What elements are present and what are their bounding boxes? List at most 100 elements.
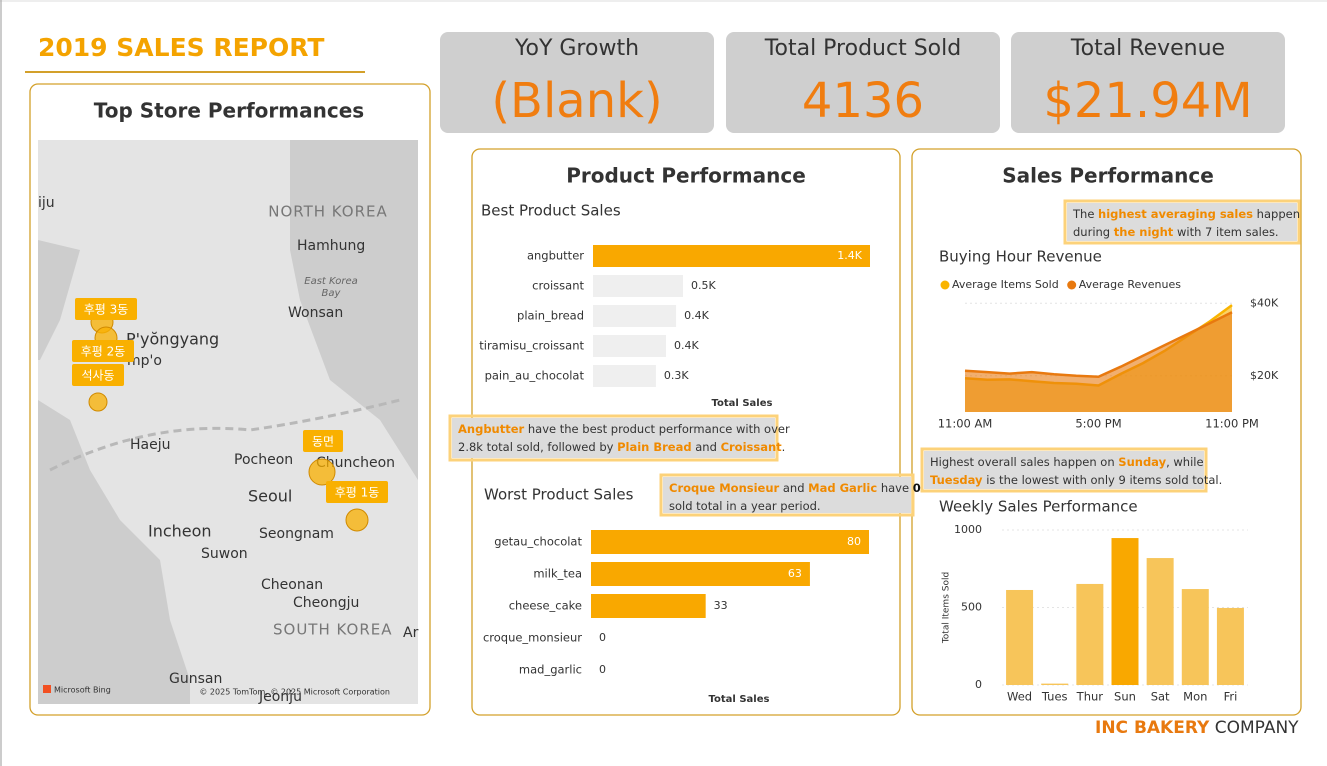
note-text: 0 <box>913 481 921 495</box>
place: Jeonju <box>258 689 302 705</box>
note-box <box>924 451 1204 489</box>
note-text: Sunday <box>1118 455 1166 469</box>
place: Seoul <box>248 487 292 506</box>
bar <box>591 594 706 618</box>
category-label: tiramisu_croissant <box>479 339 584 353</box>
category-label: mad_garlic <box>519 663 582 677</box>
x-tick-label: 5:00 PM <box>1075 417 1121 431</box>
y-tick-label: $20K <box>1250 369 1279 382</box>
note-line: The highest averaging sales happen <box>1072 207 1300 221</box>
y-tick-label: 1000 <box>954 523 982 536</box>
bar <box>593 275 684 297</box>
data-label: 80 <box>847 535 861 548</box>
category-label: cheese_cake <box>509 599 582 613</box>
map-labels: iju NORTH KOREA Hamhung East Korea Bay W… <box>38 195 419 705</box>
note-text: The <box>1072 207 1098 221</box>
note-text: , while <box>1166 455 1203 469</box>
note-text: happen <box>1253 207 1300 221</box>
place: Incheon <box>148 522 212 541</box>
bar <box>593 335 667 357</box>
footer-brand: INC BAKERY <box>1095 718 1210 738</box>
store-label: 후평 3동 <box>84 303 129 317</box>
data-label: 0 <box>599 631 606 644</box>
kpi-title: YoY Growth <box>514 36 639 61</box>
bar <box>593 245 870 267</box>
data-label: 0.4K <box>684 309 709 322</box>
category-label: pain_au_chocolat <box>485 369 585 383</box>
place: Suwon <box>201 546 248 562</box>
bar <box>1146 558 1174 685</box>
y-tick-label: 500 <box>961 601 982 614</box>
note-glow <box>448 414 779 462</box>
x-tick-label: Sun <box>1114 690 1136 704</box>
store-tag <box>72 340 134 362</box>
x-tick-label: 11:00 AM <box>938 417 993 431</box>
note-line: Highest overall sales happen on Sunday, … <box>930 455 1204 469</box>
line <box>964 311 1233 379</box>
bar <box>1041 683 1069 685</box>
panel-title: Product Performance <box>566 164 806 188</box>
data-label: 0.4K <box>674 339 699 352</box>
bar <box>1181 589 1209 685</box>
bar <box>1111 538 1139 685</box>
note-text: highest averaging sales <box>1098 207 1253 221</box>
note-text: Angbutter <box>458 422 525 436</box>
legend-marker <box>940 280 950 290</box>
panel-title: Sales Performance <box>1002 164 1214 188</box>
place: East Korea <box>304 276 357 287</box>
note-text: have <box>877 481 913 495</box>
x-tick-label: Wed <box>1007 690 1032 704</box>
category-label: croissant <box>532 279 584 293</box>
store-marker <box>88 392 108 412</box>
place: Haeju <box>130 437 170 453</box>
note-glow <box>1063 199 1301 245</box>
data-label: 33 <box>714 599 728 612</box>
note-text: sold total in a year period. <box>669 499 821 513</box>
map-sea <box>38 240 190 704</box>
chart-title: Worst Product Sales <box>484 486 634 504</box>
note-text: with 7 item sales. <box>1173 225 1278 239</box>
store-marker <box>308 458 336 486</box>
y-axis-title: Total Items Sold <box>942 572 952 644</box>
y-tick-label: 0 <box>975 678 982 691</box>
note-line: Angbutter have the best product performa… <box>458 422 790 436</box>
note-line: sold total in a year period. <box>669 499 821 513</box>
border <box>49 398 401 472</box>
category-label: plain_bread <box>517 309 584 323</box>
note-text: Croque Monsieur <box>669 481 780 495</box>
place: Chuncheon <box>316 455 395 471</box>
data-label: 1.4K <box>837 249 862 262</box>
note-text: Mad Garlic <box>808 481 877 495</box>
x-tick-label: Tues <box>1041 690 1068 704</box>
store-label: 석사동 <box>81 369 114 383</box>
x-tick-label: Sat <box>1151 690 1170 704</box>
bar <box>593 305 677 327</box>
bing-logo <box>43 685 51 693</box>
kpi-title: Total Product Sold <box>764 36 961 61</box>
map-brand: Microsoft Bing <box>54 686 111 695</box>
y-tick-label: $40K <box>1250 296 1279 309</box>
place: Cheonan <box>261 577 323 593</box>
note-text: during <box>1073 225 1114 239</box>
store-label: 동면 <box>312 435 334 449</box>
note-box <box>452 418 775 458</box>
kpi-cards: YoY Growth Total Product Sold Total Reve… <box>440 32 1285 133</box>
store-tag <box>72 364 124 386</box>
kpi-value: (Blank) <box>491 73 662 129</box>
chart-title: Buying Hour Revenue <box>939 248 1102 266</box>
bar <box>1216 607 1244 685</box>
note-text: Tuesday <box>930 473 983 487</box>
legend-label: Average Items Sold <box>952 278 1059 291</box>
note-line: during the night with 7 item sales. <box>1073 225 1279 239</box>
place: iju <box>38 195 55 211</box>
sales-panel <box>911 148 1302 716</box>
x-tick-label: Mon <box>1183 690 1207 704</box>
note-text: Plain Bread <box>617 440 692 454</box>
area-fill <box>965 312 1232 412</box>
bar <box>1076 583 1104 685</box>
report-title: 2019 SALES REPORT <box>38 33 324 62</box>
data-label: 0.3K <box>664 369 689 382</box>
map-attribution: © 2025 TomTom, © 2025 Microsoft Corporat… <box>199 688 390 697</box>
place: Gunsan <box>169 671 222 687</box>
note-box <box>1067 203 1297 241</box>
